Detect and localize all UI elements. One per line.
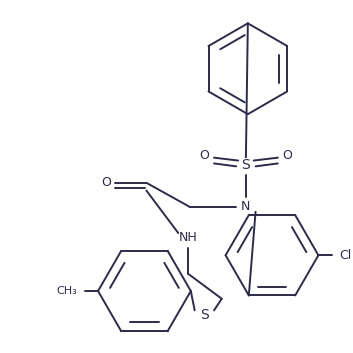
Text: O: O bbox=[282, 149, 292, 162]
Text: NH: NH bbox=[179, 231, 197, 244]
Text: Cl: Cl bbox=[340, 249, 352, 262]
Text: N: N bbox=[241, 201, 251, 214]
Text: S: S bbox=[241, 158, 250, 172]
Text: O: O bbox=[199, 149, 209, 162]
Text: S: S bbox=[200, 308, 209, 322]
Text: CH₃: CH₃ bbox=[56, 286, 77, 296]
Text: O: O bbox=[101, 176, 111, 189]
